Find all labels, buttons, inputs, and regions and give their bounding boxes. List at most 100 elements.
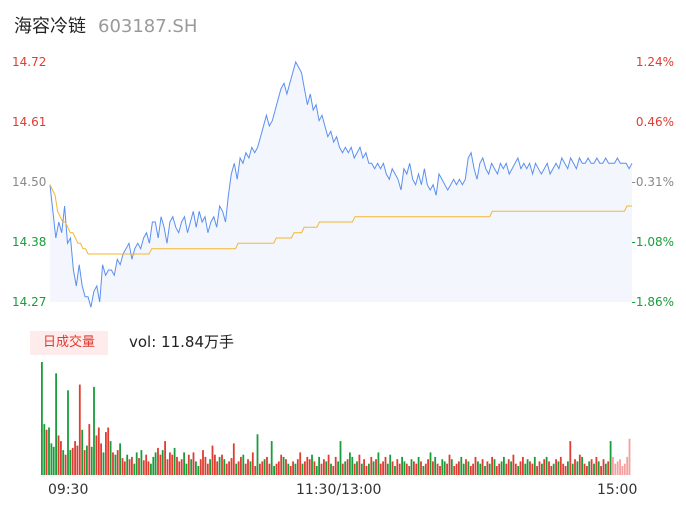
volume-bar — [616, 461, 619, 475]
volume-bar — [484, 466, 486, 475]
price-tick-label: 14.27 — [12, 295, 47, 309]
volume-bar — [363, 459, 365, 475]
volume-bar — [159, 454, 162, 475]
volume-bar — [593, 463, 595, 475]
volume-bar — [43, 424, 46, 475]
volume-bar — [247, 459, 249, 475]
volume-bar — [344, 461, 347, 475]
volume-bar — [154, 452, 157, 475]
volume-bar — [538, 461, 541, 475]
volume-bar — [600, 466, 602, 475]
volume-bar — [296, 459, 299, 475]
volume-bar — [597, 461, 600, 475]
volume-bar — [102, 452, 105, 475]
volume-bar — [510, 461, 512, 475]
volume-bar — [69, 450, 72, 475]
volume-bar — [621, 466, 624, 475]
volume-bar — [235, 463, 238, 475]
volume-bar — [325, 461, 328, 475]
volume-bar — [301, 463, 304, 475]
volume-bar — [607, 461, 610, 475]
volume-bar — [495, 466, 498, 475]
volume-bar — [323, 459, 325, 475]
volume-bar — [602, 459, 605, 475]
stock-code: 603187.SH — [98, 16, 198, 37]
volume-bar — [365, 466, 368, 475]
volume-bar — [386, 463, 389, 475]
volume-bar — [304, 461, 306, 475]
volume-bar — [346, 459, 349, 475]
volume-bar — [434, 456, 437, 475]
stock-header: 海容冷链 603187.SH — [14, 12, 197, 40]
volume-bar — [282, 456, 285, 475]
volume-bar — [150, 463, 152, 475]
volume-bar — [190, 459, 193, 475]
volume-bar — [351, 456, 354, 475]
volume-bar — [477, 461, 479, 475]
volume-bar — [131, 456, 133, 475]
volume-bar — [275, 463, 278, 475]
volume-bar — [107, 427, 110, 475]
volume-bar — [105, 432, 107, 475]
volume-bar — [251, 452, 254, 475]
volume-bar — [332, 466, 335, 475]
volume-bar — [88, 424, 91, 475]
volume-bar — [583, 463, 586, 475]
average-line — [49, 184, 632, 255]
volume-bar — [360, 463, 363, 475]
percent-tick-label: -1.08% — [631, 235, 674, 249]
volume-bar — [308, 459, 311, 475]
volume-bar — [375, 459, 377, 475]
volume-bar — [76, 445, 79, 475]
volume-bar — [228, 461, 230, 475]
volume-bar — [199, 459, 202, 475]
volume-bar — [223, 459, 226, 475]
volume-bar — [462, 463, 465, 475]
volume-bar — [152, 456, 155, 475]
volume-bar — [569, 441, 572, 475]
volume-bar — [543, 459, 546, 475]
volume-bar — [564, 466, 567, 475]
volume-bar — [261, 461, 264, 475]
volume-bar — [507, 459, 510, 475]
volume-bar — [465, 459, 467, 475]
volume-bar — [337, 461, 339, 475]
volume-bar — [349, 452, 351, 475]
volume-bar — [187, 454, 190, 475]
volume-bar — [472, 463, 474, 475]
volume-bar — [394, 466, 396, 475]
volume-bar — [41, 362, 43, 475]
volume-bar — [446, 463, 448, 475]
volume-bar — [119, 443, 121, 475]
volume-bar — [455, 463, 458, 475]
volume-bar — [147, 461, 150, 475]
volume-bar — [270, 441, 273, 475]
volume-bar — [121, 458, 124, 475]
volume-bar — [531, 463, 534, 475]
volume-bar — [529, 461, 531, 475]
volume-tab[interactable]: 日成交量 — [30, 331, 108, 355]
volume-bar — [292, 461, 294, 475]
volume-bar — [550, 466, 553, 475]
volume-bar — [254, 466, 257, 475]
volume-bar — [180, 459, 183, 475]
volume-bar — [339, 441, 342, 475]
volume-bar — [128, 459, 131, 475]
volume-bar — [595, 456, 598, 475]
volume-bar — [420, 461, 422, 475]
volume-bar — [97, 427, 100, 475]
volume-bar — [133, 463, 136, 475]
volume-bar — [225, 463, 228, 475]
volume-bar — [432, 461, 434, 475]
volume-bar — [427, 459, 429, 475]
volume-bar — [384, 456, 387, 475]
volume-bar — [574, 459, 576, 475]
volume-bar — [83, 450, 86, 475]
volume-bar — [628, 438, 631, 475]
volume-bar — [95, 435, 98, 475]
volume-bar — [358, 454, 361, 475]
volume-bar — [389, 454, 392, 475]
volume-bar — [576, 461, 579, 475]
volume-bar — [244, 463, 247, 475]
volume-bar — [422, 466, 425, 475]
